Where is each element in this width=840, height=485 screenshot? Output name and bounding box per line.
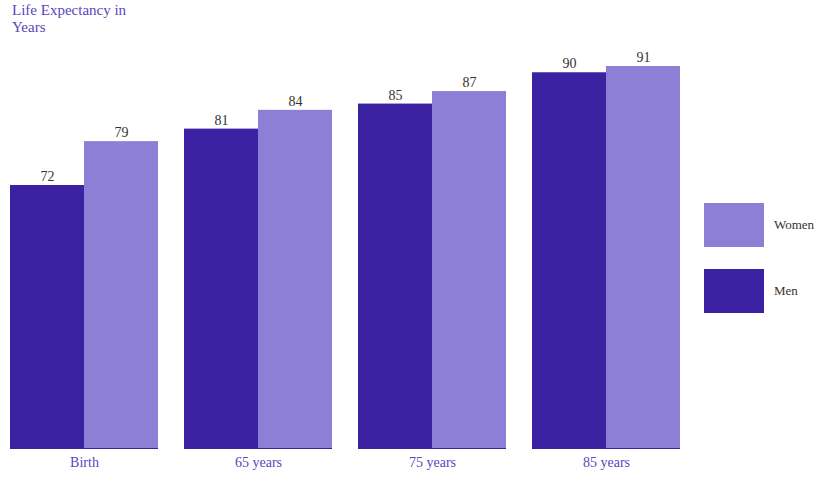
svg-text:Birth: Birth — [70, 455, 99, 470]
html-text:Women: Women — [774, 217, 815, 232]
svg-text:85: 85 — [389, 88, 403, 103]
svg-text:72: 72 — [41, 169, 55, 184]
svg-text:84: 84 — [289, 94, 303, 109]
svg-text:65 years: 65 years — [235, 455, 282, 470]
svg-text:79: 79 — [115, 125, 129, 140]
svg-text:85 years: 85 years — [583, 455, 630, 470]
svg-text:91: 91 — [637, 50, 651, 65]
svg-text:87: 87 — [463, 75, 477, 90]
html-text:Men: Men — [774, 283, 798, 298]
svg-text:75 years: 75 years — [409, 455, 456, 470]
html-text:Life Expectancy in Years: Life Expectancy in Years — [12, 2, 127, 35]
svg-text:90: 90 — [563, 56, 577, 71]
svg-text:81: 81 — [215, 113, 229, 128]
